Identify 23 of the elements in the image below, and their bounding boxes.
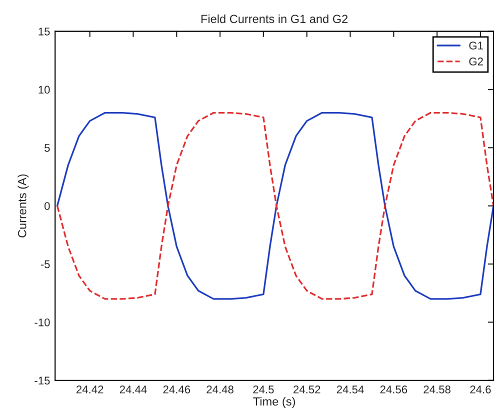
y-tick-label: 10	[38, 86, 50, 94]
x-tick-label: 24.46	[163, 386, 190, 394]
y-tick-label: 0	[44, 202, 50, 210]
y-tick-label: 15	[38, 28, 50, 36]
y-axis-title: Currents (A)	[18, 174, 29, 238]
chart-title: Field Currents in G1 and G2	[201, 14, 348, 24]
x-tick-label: 24.48	[206, 386, 234, 394]
x-tick-label: 24.54	[336, 386, 364, 394]
x-tick-label: 24.56	[380, 386, 408, 394]
legend-label: G1	[469, 42, 483, 50]
x-tick-label: 24.44	[120, 386, 147, 394]
line-series	[56, 112, 494, 300]
x-tick-label: 24.5	[253, 386, 274, 394]
x-tick-label: 24.6	[470, 386, 491, 394]
legend-label: G2	[469, 58, 483, 66]
x-tick-label: 24.52	[294, 386, 320, 394]
y-tick-label: -15	[34, 376, 50, 385]
y-tick-label: 5	[44, 144, 50, 152]
x-tick-label: 24.58	[424, 386, 450, 394]
y-tick-label: -10	[34, 318, 50, 326]
y-tick-label: -5	[40, 260, 50, 268]
x-tick-label: 24.42	[76, 386, 104, 394]
x-axis-title: Time (s)	[253, 396, 295, 408]
